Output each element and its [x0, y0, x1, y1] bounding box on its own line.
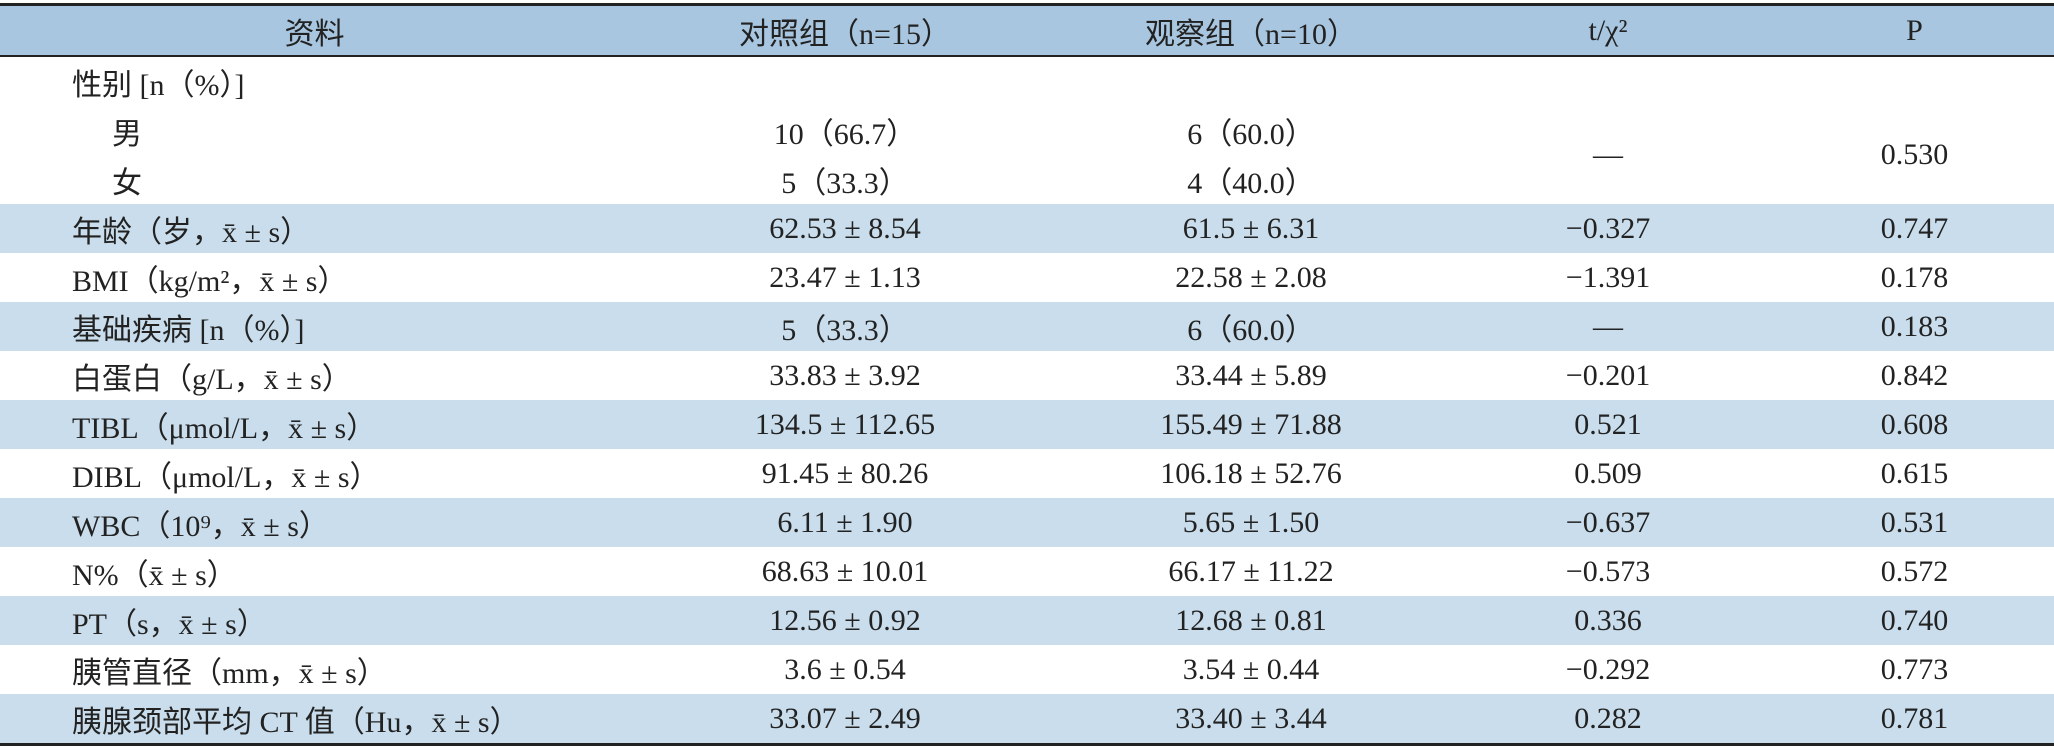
value-cell: 0.509 [1574, 456, 1642, 490]
data-row: PT（s，x̄ ± s） 12.56 ± 0.92 12.68 ± 0.81 0.33… [0, 596, 2054, 645]
value-cell: 6（60.0） [1187, 313, 1315, 347]
value-cell: 5（33.3） [781, 166, 909, 200]
value-cell: 33.07 ± 2.49 [769, 701, 921, 735]
p-cell: 0.530 [1880, 138, 1949, 171]
value-cell: −0.201 [1565, 358, 1651, 392]
table-head: 资料 对照组（n=15） 观察组（n=10） t/χ² P [0, 4, 2054, 56]
value-cell: 0.183 [1880, 309, 1949, 343]
row-label: PT（s，x̄ ± s） [72, 607, 267, 641]
value-cell: 155.49 ± 71.88 [1160, 407, 1342, 441]
value-cell: 0.608 [1880, 407, 1949, 441]
value-cell: 4（40.0） [1187, 166, 1315, 200]
data-row: BMI（kg/m²，x̄ ± s） 23.47 ± 1.13 22.58 ± 2.0… [0, 253, 2054, 302]
value-cell: 33.44 ± 5.89 [1175, 358, 1327, 392]
value-cell: 0.781 [1880, 701, 1949, 735]
value-cell: 0.336 [1574, 603, 1642, 637]
data-row: 胰腺颈部平均 CT 值（Hu，x̄ ± s） 33.07 ± 2.49 33.40 … [0, 694, 2054, 745]
value-cell: 5.65 ± 1.50 [1182, 505, 1320, 539]
empty-cell [1061, 56, 1441, 106]
value-cell: −1.391 [1565, 260, 1651, 294]
table-body: 性别 [n（%）] 男 10（66.7） 6（60.0） — 0.530 女 5（33.3） 4… [0, 56, 2054, 745]
value-cell: — [1593, 309, 1623, 343]
data-table: 资料 对照组（n=15） 观察组（n=10） t/χ² P 性别 [n（%）] 男 10（6… [0, 3, 2054, 746]
value-cell: 10（66.7） [773, 117, 917, 151]
header-cell: t/χ² [1588, 13, 1628, 47]
empty-cell [1775, 56, 2054, 106]
row-label: 白蛋白（g/L，x̄ ± s） [72, 362, 352, 396]
value-cell: 0.747 [1880, 211, 1949, 245]
value-cell: 0.282 [1574, 701, 1642, 735]
data-row: 基础疾病 [n（%）] 5（33.3） 6（60.0） — 0.183 [0, 302, 2054, 351]
value-cell: 68.63 ± 10.01 [761, 554, 929, 588]
row-label: DIBL（μmol/L，x̄ ± s） [72, 460, 380, 494]
row-label: 胰管直径（mm，x̄ ± s） [72, 656, 387, 690]
value-cell: 106.18 ± 52.76 [1160, 456, 1342, 490]
data-row: 胰管直径（mm，x̄ ± s） 3.6 ± 0.54 3.54 ± 0.44 −0.2… [0, 645, 2054, 694]
value-cell: 91.45 ± 80.26 [761, 456, 929, 490]
value-cell: 23.47 ± 1.13 [769, 260, 921, 294]
value-cell: 33.83 ± 3.92 [769, 358, 921, 392]
data-row: DIBL（μmol/L，x̄ ± s） 91.45 ± 80.26 106.18 ±… [0, 449, 2054, 498]
value-cell: 6（60.0） [1187, 117, 1315, 151]
value-cell: 12.68 ± 0.81 [1175, 603, 1327, 637]
header-cell: P [1906, 13, 1923, 47]
value-cell: 0.773 [1880, 652, 1949, 686]
value-cell: 3.6 ± 0.54 [784, 652, 906, 686]
empty-cell [1441, 56, 1775, 106]
value-cell: 0.842 [1880, 358, 1949, 392]
value-cell: 0.531 [1880, 505, 1949, 539]
empty-cell [629, 56, 1061, 106]
row-label: 男 [112, 117, 142, 151]
stat-cell: — [1593, 138, 1623, 171]
header-row: 资料 对照组（n=15） 观察组（n=10） t/χ² P [0, 4, 2054, 56]
header-cell: 资料 [284, 17, 345, 51]
row-label: 胰腺颈部平均 CT 值（Hu，x̄ ± s） [72, 705, 520, 739]
value-cell: 0.572 [1880, 554, 1949, 588]
value-cell: 61.5 ± 6.31 [1182, 211, 1320, 245]
sub-row: 男 10（66.7） 6（60.0） — 0.530 [0, 106, 2054, 172]
value-cell: 0.740 [1880, 603, 1949, 637]
data-row: TIBL（μmol/L，x̄ ± s） 134.5 ± 112.65 155.49 … [0, 400, 2054, 449]
row-label: BMI（kg/m²，x̄ ± s） [72, 264, 348, 298]
row-label: WBC（10⁹，x̄ ± s） [72, 509, 329, 543]
data-row: N%（x̄ ± s） 68.63 ± 10.01 66.17 ± 11.22 −0.5… [0, 547, 2054, 596]
sub-row: 女 5（33.3） 4（40.0） [0, 155, 2054, 204]
value-cell: 5（33.3） [781, 313, 909, 347]
data-row: 年龄（岁，x̄ ± s） 62.53 ± 8.54 61.5 ± 6.31 −0.32… [0, 204, 2054, 253]
value-cell: −0.292 [1565, 652, 1651, 686]
value-cell: −0.637 [1565, 505, 1651, 539]
header-cell: 观察组（n=10） [1145, 17, 1357, 51]
value-cell: −0.327 [1565, 211, 1651, 245]
data-row: WBC（10⁹，x̄ ± s） 6.11 ± 1.90 5.65 ± 1.50 −0.… [0, 498, 2054, 547]
value-cell: −0.573 [1565, 554, 1651, 588]
row-label: 性别 [n（%）] [72, 68, 245, 102]
row-label: TIBL（μmol/L，x̄ ± s） [72, 411, 377, 445]
value-cell: 0.521 [1574, 407, 1642, 441]
value-cell: 66.17 ± 11.22 [1168, 554, 1334, 588]
header-cell: 对照组（n=15） [739, 17, 951, 51]
value-cell: 3.54 ± 0.44 [1182, 652, 1320, 686]
row-label: 基础疾病 [n（%）] [72, 313, 305, 347]
value-cell: 0.178 [1880, 260, 1949, 294]
row-label: 女 [112, 166, 142, 200]
row-label: N%（x̄ ± s） [72, 558, 237, 592]
value-cell: 22.58 ± 2.08 [1175, 260, 1327, 294]
data-row: 白蛋白（g/L，x̄ ± s） 33.83 ± 3.92 33.44 ± 5.89 −… [0, 351, 2054, 400]
value-cell: 62.53 ± 8.54 [769, 211, 921, 245]
row-label: 年龄（岁，x̄ ± s） [72, 215, 311, 249]
value-cell: 12.56 ± 0.92 [769, 603, 921, 637]
value-cell: 134.5 ± 112.65 [754, 407, 936, 441]
value-cell: 33.40 ± 3.44 [1175, 701, 1327, 735]
group-row: 性别 [n（%）] [0, 56, 2054, 106]
value-cell: 6.11 ± 1.90 [777, 505, 913, 539]
value-cell: 0.615 [1880, 456, 1949, 490]
